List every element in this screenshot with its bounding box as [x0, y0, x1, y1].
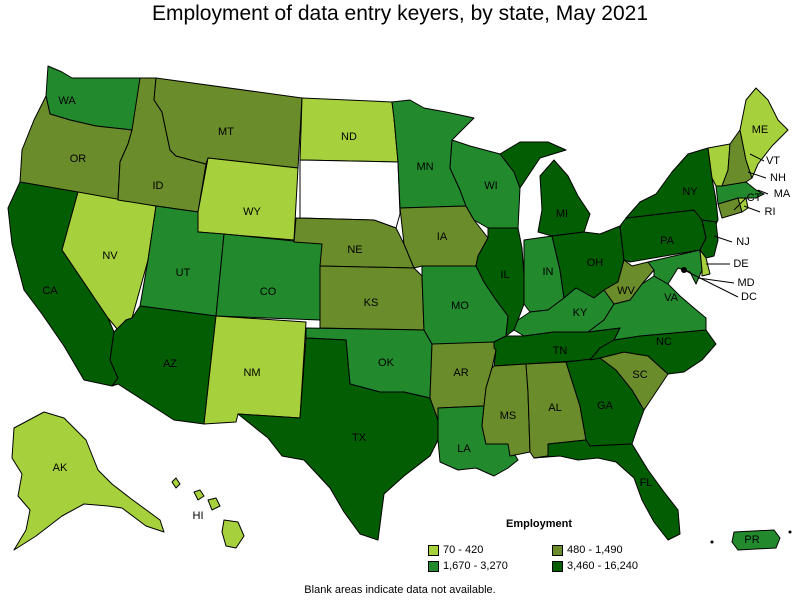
pr-island-dot: [710, 540, 714, 544]
label-mo: MO: [451, 300, 469, 312]
legend-item: 480 - 1,490: [552, 544, 682, 556]
label-de: DE: [733, 258, 748, 270]
pr-island-dot: [788, 530, 792, 534]
label-va: VA: [664, 292, 679, 304]
label-wi: WI: [484, 180, 497, 192]
legend-swatch: [428, 544, 439, 556]
label-ma: MA: [774, 188, 791, 200]
label-ct: CT: [747, 192, 762, 204]
legend-label: 3,460 - 16,240: [567, 560, 638, 572]
label-nh: NH: [770, 172, 786, 184]
label-ny: NY: [682, 186, 698, 198]
state-nj[interactable]: [699, 219, 719, 259]
legend-label: 70 - 420: [443, 544, 484, 556]
state-pr[interactable]: [731, 529, 781, 551]
state-co[interactable]: [215, 233, 325, 321]
state-wy[interactable]: [197, 157, 299, 241]
legend-swatch: [552, 560, 563, 572]
label-hi: HI: [193, 510, 204, 522]
label-ne: NE: [347, 244, 362, 256]
state-mt[interactable]: [153, 77, 303, 169]
label-ks: KS: [364, 297, 379, 309]
label-pr: PR: [744, 534, 759, 546]
dc-marker: [681, 267, 687, 273]
label-ca: CA: [42, 285, 58, 297]
label-fl: FL: [640, 477, 653, 489]
label-mt: MT: [218, 126, 234, 138]
label-nc: NC: [656, 336, 672, 348]
label-nm: NM: [243, 367, 260, 379]
label-md: MD: [737, 277, 754, 289]
state-ma[interactable]: [715, 181, 765, 205]
label-ok: OK: [378, 357, 395, 369]
label-nd: ND: [341, 131, 357, 143]
legend-item: 3,460 - 16,240: [552, 560, 682, 572]
label-il: IL: [500, 269, 509, 281]
label-ia: IA: [437, 231, 448, 243]
legend-label: 1,670 - 3,270: [443, 560, 508, 572]
label-wv: WV: [617, 285, 635, 297]
label-ms: MS: [500, 410, 517, 422]
legend-title: Employment: [506, 518, 573, 530]
footnote: Blank areas indicate data not available.: [304, 584, 496, 596]
label-ri: RI: [765, 206, 776, 218]
legend-label: 480 - 1,490: [567, 544, 623, 556]
state-hi[interactable]: [171, 477, 245, 549]
label-tn: TN: [553, 345, 568, 357]
label-wa: WA: [58, 95, 76, 107]
label-mi: MI: [556, 208, 568, 220]
label-la: LA: [457, 443, 471, 455]
state-sd[interactable]: [299, 159, 401, 229]
legend-item: 1,670 - 3,270: [428, 560, 552, 572]
state-tx[interactable]: [237, 337, 439, 541]
label-mn: MN: [416, 161, 433, 173]
label-ga: GA: [597, 400, 614, 412]
legend-swatch: [552, 544, 563, 556]
label-pa: PA: [660, 235, 675, 247]
legend-item: 70 - 420: [428, 544, 552, 556]
label-ut: UT: [176, 267, 191, 279]
leader-lines: [683, 153, 769, 298]
label-az: AZ: [163, 358, 177, 370]
label-dc: DC: [741, 291, 757, 303]
label-ky: KY: [573, 307, 588, 319]
label-oh: OH: [587, 257, 604, 269]
label-al: AL: [548, 402, 561, 414]
label-tx: TX: [352, 432, 367, 444]
label-id: ID: [153, 180, 164, 192]
label-nj: NJ: [736, 236, 749, 248]
label-ar: AR: [453, 367, 468, 379]
label-wy: WY: [243, 206, 261, 218]
legend: Employment 70 - 420 480 - 1,490 1,670 - …: [428, 518, 688, 572]
state-mi[interactable]: [499, 141, 591, 237]
map-title: Employment of data entry keyers, by stat…: [151, 2, 649, 25]
state-fl[interactable]: [533, 439, 681, 541]
legend-swatch: [428, 560, 439, 572]
legend-grid: 70 - 420 480 - 1,490 1,670 - 3,270 3,460…: [428, 544, 688, 572]
label-or: OR: [70, 153, 87, 165]
label-in: IN: [543, 266, 554, 278]
state-ak[interactable]: [11, 411, 165, 551]
label-me: ME: [752, 124, 769, 136]
label-sc: SC: [632, 369, 647, 381]
label-nv: NV: [102, 250, 118, 262]
state-de[interactable]: [699, 249, 711, 277]
label-co: CO: [260, 286, 277, 298]
label-ak: AK: [53, 462, 68, 474]
label-vt: VT: [766, 155, 780, 167]
